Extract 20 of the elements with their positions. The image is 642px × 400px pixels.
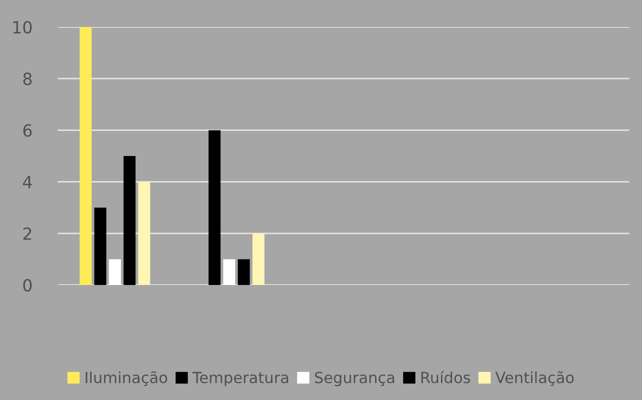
- y-tick-label: 6: [23, 124, 32, 137]
- bar: [124, 156, 136, 285]
- y-tick-label: 2: [23, 227, 32, 240]
- bar: [80, 27, 92, 285]
- bar: [94, 208, 106, 285]
- bar: [223, 259, 236, 285]
- legend-label: Segurança: [314, 372, 394, 386]
- bar: [208, 130, 221, 285]
- y-tick-label: 10: [13, 20, 32, 34]
- bar: [238, 259, 250, 285]
- legend-label: Ruídos: [421, 370, 470, 384]
- legend-label: Temperatura: [192, 372, 288, 386]
- y-tick-label: 8: [23, 72, 32, 86]
- y-tick-label: 0: [23, 278, 32, 292]
- legend-label: Ventilação: [495, 371, 574, 386]
- bar: [252, 233, 264, 285]
- y-tick-label: 4: [22, 176, 32, 188]
- bar: [138, 182, 150, 285]
- legend-label: Iluminação: [86, 371, 168, 386]
- bar: [108, 259, 121, 285]
